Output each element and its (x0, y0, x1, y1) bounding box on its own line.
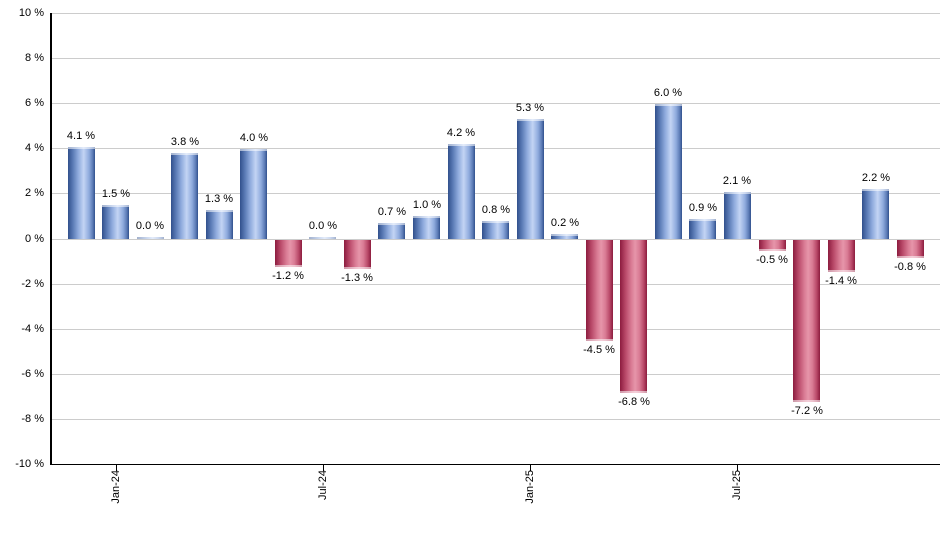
y-axis-tick-label: 4 % (25, 142, 44, 154)
bar-value-label: 2.1 % (722, 175, 752, 187)
bar (828, 240, 855, 272)
bar-value-label: 0.2 % (550, 217, 580, 229)
y-axis-tick-label: -4 % (21, 323, 44, 335)
bar (102, 205, 129, 239)
bar (240, 149, 267, 239)
x-axis-tick (530, 465, 531, 471)
x-axis-tick-label-text: Jul-25 (731, 470, 743, 500)
x-axis-tick-label: Jul-24 (317, 470, 330, 530)
bar-value-label: 4.1 % (66, 130, 96, 142)
gridline (52, 239, 940, 240)
gridline (52, 284, 940, 285)
bar (137, 237, 164, 239)
bar (655, 104, 682, 239)
bar (448, 144, 475, 239)
bar-value-label: 6.0 % (653, 87, 683, 99)
y-axis-tick-label: -8 % (21, 413, 44, 425)
plot-area (50, 13, 940, 465)
bar (309, 237, 336, 239)
y-axis-tick-label: 10 % (18, 7, 44, 19)
y-axis-tick-label: -6 % (21, 368, 44, 380)
bar-value-label: 1.0 % (412, 199, 442, 211)
bar (517, 119, 544, 239)
bar (275, 240, 302, 267)
x-axis-tick (737, 465, 738, 471)
bar-value-label: -1.3 % (341, 272, 373, 284)
bar-value-label: 5.3 % (515, 102, 545, 114)
bar (689, 219, 716, 239)
x-axis-tick (116, 465, 117, 471)
y-axis-tick-label: 8 % (25, 52, 44, 64)
bar (482, 221, 509, 239)
bar-value-label: -4.5 % (583, 344, 615, 356)
bar (724, 192, 751, 239)
bar-value-label: 2.2 % (861, 172, 891, 184)
x-axis-tick-label: Jul-25 (731, 470, 744, 530)
bar-value-label: 0.7 % (377, 206, 407, 218)
bar (68, 147, 95, 239)
x-axis-tick-label-text: Jan-24 (110, 470, 122, 504)
bar-value-label: -0.5 % (756, 254, 788, 266)
bar (378, 223, 405, 239)
y-axis-tick-label: -2 % (21, 278, 44, 290)
gridline (52, 374, 940, 375)
bar-value-label: 0.0 % (135, 220, 165, 232)
x-axis-tick (323, 465, 324, 471)
bar-value-label: 1.5 % (101, 188, 131, 200)
bar (620, 240, 647, 393)
bar-value-label: -0.8 % (894, 261, 926, 273)
bar-value-label: -1.4 % (825, 275, 857, 287)
bar-value-label: -6.8 % (618, 396, 650, 408)
x-axis-tick-label: Jan-24 (110, 470, 123, 530)
gridline (52, 329, 940, 330)
bar-value-label: -1.2 % (272, 270, 304, 282)
bar-value-label: 4.2 % (446, 127, 476, 139)
bar-value-label: 0.8 % (481, 204, 511, 216)
gridline (52, 13, 940, 14)
x-axis-tick-label-text: Jan-25 (524, 470, 536, 504)
y-axis-tick-label: 6 % (25, 97, 44, 109)
bar (551, 234, 578, 239)
bar (206, 210, 233, 239)
gridline (52, 419, 940, 420)
bar-value-label: 3.8 % (170, 136, 200, 148)
gridline (52, 193, 940, 194)
bar-value-label: 0.9 % (688, 202, 718, 214)
bar (759, 240, 786, 251)
bar (171, 153, 198, 239)
bar (344, 240, 371, 269)
y-axis-tick-label: 2 % (25, 187, 44, 199)
y-axis-tick-label: -10 % (15, 458, 44, 470)
x-axis-tick-label-text: Jul-24 (317, 470, 329, 500)
bar-value-label: 4.0 % (239, 132, 269, 144)
bar (862, 189, 889, 239)
bar (586, 240, 613, 341)
bar (897, 240, 924, 258)
bar (793, 240, 820, 402)
x-axis-tick-label: Jan-25 (524, 470, 537, 530)
y-axis-tick-label: 0 % (25, 233, 44, 245)
gridline (52, 148, 940, 149)
gridline (52, 58, 940, 59)
bar-value-label: 1.3 % (204, 193, 234, 205)
bar-value-label: 0.0 % (308, 220, 338, 232)
bar-value-label: -7.2 % (791, 405, 823, 417)
bar (413, 216, 440, 239)
gridline (52, 103, 940, 104)
